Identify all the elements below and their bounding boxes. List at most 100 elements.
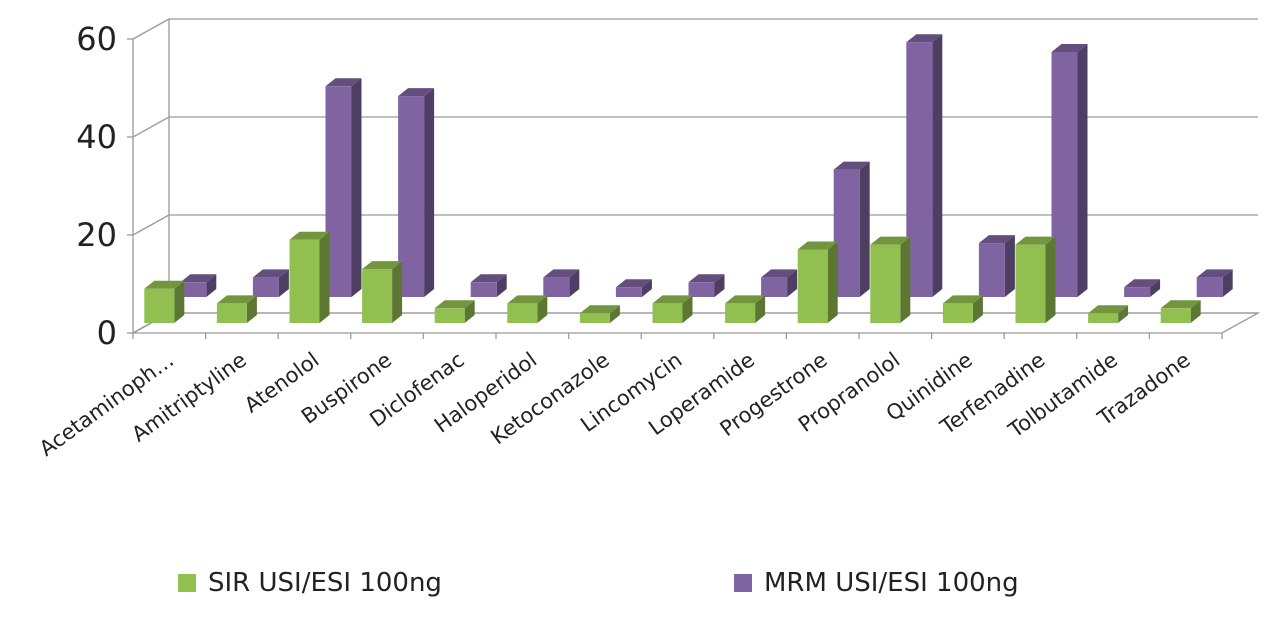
bar-sir-9-front	[797, 249, 828, 323]
bar-sir-12-top	[1015, 236, 1056, 245]
bar-mrm-11-top	[978, 235, 1015, 244]
bar-mrm-2-side	[351, 78, 362, 297]
bar-sir-12	[1015, 236, 1056, 323]
bar-sir-12-side	[1045, 236, 1056, 323]
bar-sir-6	[579, 305, 620, 323]
bar-sir-11-top	[942, 295, 983, 304]
bar-sir-2-side	[319, 231, 330, 323]
legend-item-mrm: MRM USI/ESI 100ng	[734, 568, 1019, 598]
bar-sir-6-front	[579, 313, 610, 323]
bar-mrm-8-side	[787, 269, 798, 297]
bar-sir-6-top	[579, 305, 620, 314]
bar-sir-10-front	[870, 244, 901, 323]
bar-mrm-10-side	[932, 34, 943, 297]
bar-sir-8-front	[725, 303, 756, 323]
bar-mrm-8-front	[761, 277, 788, 297]
bar-mrm-11-front	[978, 243, 1005, 297]
x-tick-label-0: Acetaminoph…	[35, 348, 178, 461]
bar-mrm-12-top	[1051, 44, 1088, 52]
bar-sir-2	[289, 231, 330, 323]
bar-sir-7	[652, 295, 693, 323]
bar-mrm-7-side	[714, 274, 725, 297]
bar-mrm-7	[688, 274, 725, 297]
bar-sir-14-front	[1160, 308, 1191, 323]
bar-mrm-3-front	[398, 96, 425, 297]
bar-mrm-13-top	[1124, 279, 1161, 288]
bar-mrm-1-top	[252, 269, 289, 278]
bar-mrm-11-side	[1004, 235, 1015, 297]
bar-mrm-0	[180, 274, 217, 297]
bar-mrm-6-top	[615, 279, 652, 288]
bar-sir-9-side	[827, 241, 838, 323]
bar-mrm-6-front	[615, 287, 642, 297]
bar-mrm-6-side	[641, 279, 652, 297]
bar-sir-0-front	[144, 288, 175, 323]
bar-sir-8	[725, 295, 766, 323]
legend-label-mrm: MRM USI/ESI 100ng	[764, 568, 1019, 598]
y-tick-label-3: 60	[76, 20, 117, 58]
bar-sir-9	[797, 241, 838, 323]
bar-sir-14	[1160, 300, 1201, 323]
bar-sir-4-side	[464, 300, 475, 323]
bar-mrm-12	[1051, 44, 1088, 297]
x-axis: Acetaminoph…AmitriptylineAtenololBuspiro…	[35, 333, 1223, 461]
bar-sir-0-top	[144, 280, 185, 289]
legend-swatch-mrm	[734, 574, 752, 592]
bar-mrm-10	[906, 34, 943, 298]
bar-sir-10-side	[900, 236, 911, 323]
bar-mrm-13-front	[1124, 287, 1151, 297]
bar-mrm-8-top	[761, 269, 798, 278]
bar-sir-7-top	[652, 295, 693, 304]
bar-sir-8-top	[725, 295, 766, 304]
bar-mrm-5-front	[543, 277, 570, 297]
bar-mrm-10-front	[906, 42, 933, 298]
gridline-side-1	[132, 214, 170, 236]
bar-sir-11-side	[972, 295, 983, 323]
bar-mrm-9	[833, 161, 870, 297]
bar-mrm-2	[325, 78, 362, 297]
bar-mrm-7-front	[688, 282, 715, 297]
bar-mrm-4-side	[496, 274, 507, 297]
bars	[144, 34, 1233, 323]
bar-mrm-9-top	[833, 161, 870, 170]
bar-sir-3-top	[362, 261, 403, 270]
bar-sir-7-front	[652, 303, 683, 323]
bar-mrm-3-side	[424, 88, 435, 297]
bar-sir-1	[216, 295, 257, 323]
bar-sir-0	[144, 280, 185, 323]
bar-sir-6-side	[609, 305, 620, 323]
bar-sir-1-side	[246, 295, 257, 323]
bar-mrm-13-side	[1150, 279, 1161, 297]
bar-mrm-0-top	[180, 274, 217, 283]
bar-sir-13-front	[1088, 313, 1119, 323]
bar-mrm-14-side	[1222, 269, 1233, 297]
bar-sir-4-front	[434, 308, 465, 323]
gridline-side-2	[132, 116, 170, 138]
bar-mrm-3-top	[398, 88, 435, 97]
bar-mrm-3	[398, 88, 435, 297]
bar-sir-5-front	[507, 303, 538, 323]
bar-sir-2-top	[289, 231, 330, 240]
bar-sir-5-top	[507, 295, 548, 304]
bar-sir-13-top	[1088, 305, 1129, 314]
bar-sir-9-top	[797, 241, 838, 250]
legend-swatch-sir	[178, 574, 196, 592]
bar-mrm-9-side	[859, 161, 870, 297]
bar-mrm-12-front	[1051, 52, 1078, 297]
bar-mrm-9-front	[833, 169, 860, 297]
bar-mrm-13	[1124, 279, 1161, 297]
bar-sir-5	[507, 295, 548, 323]
bar-sir-5-side	[537, 295, 548, 323]
y-tick-label-0: 0	[97, 314, 117, 352]
bar-mrm-1-front	[252, 277, 279, 297]
bar-mrm-5-top	[543, 269, 580, 278]
bar-mrm-8	[761, 269, 798, 297]
bar-sir-4	[434, 300, 475, 323]
bar-sir-10	[870, 236, 911, 323]
bar-mrm-0-front	[180, 282, 207, 297]
bar-mrm-1	[252, 269, 289, 297]
bar-sir-3	[362, 261, 403, 323]
legend-label-sir: SIR USI/ESI 100ng	[208, 568, 442, 598]
bar-mrm-4	[470, 274, 507, 297]
